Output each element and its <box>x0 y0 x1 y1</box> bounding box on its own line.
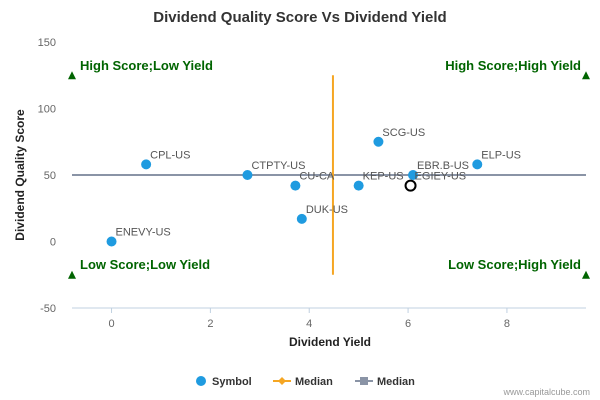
legend-item-symbol[interactable]: Symbol <box>196 376 252 388</box>
highlight-point[interactable] <box>404 179 417 192</box>
median-lines <box>72 75 586 275</box>
quadrant-label-top-left: High Score;Low Yield <box>80 58 213 73</box>
axes: 0 2 4 6 8 -50 0 50 100 150 <box>38 37 586 330</box>
data-point-label: EBR.B-US <box>417 160 469 172</box>
legend-symbol-label: Symbol <box>212 376 252 388</box>
x-tick-label: 4 <box>306 318 312 330</box>
legend-item-median-horizontal[interactable]: Median <box>355 376 415 388</box>
legend-median-h-marker <box>360 377 368 385</box>
data-point[interactable] <box>290 180 301 191</box>
data-point[interactable] <box>106 236 117 247</box>
data-point-label: CTPTY-US <box>251 160 305 172</box>
quadrant-marker-icon <box>582 270 590 279</box>
legend: Symbol Median Median <box>196 376 415 388</box>
x-tick-label: 8 <box>504 318 510 330</box>
y-tick-label: 50 <box>44 170 56 182</box>
data-point[interactable] <box>408 170 419 180</box>
x-tick-label: 6 <box>405 318 411 330</box>
chart-title: Dividend Quality Score Vs Dividend Yield <box>153 9 446 26</box>
x-tick-label: 2 <box>207 318 213 330</box>
data-point-label: CPL-US <box>150 149 190 161</box>
quadrant-marker-icon <box>68 270 76 279</box>
data-point[interactable] <box>242 170 253 180</box>
legend-item-median-vertical[interactable]: Median <box>273 376 333 388</box>
y-tick-label: 150 <box>38 37 56 49</box>
highlight-point-label: EGIEY-US <box>415 171 467 183</box>
data-point-label: DUK-US <box>306 204 348 216</box>
legend-symbol-marker <box>196 376 206 386</box>
quadrant-marker-icon <box>582 71 590 80</box>
quadrant-label-top-right: High Score;High Yield <box>445 58 581 73</box>
data-point[interactable] <box>472 159 483 170</box>
quadrant-label-bottom-left: Low Score;Low Yield <box>80 257 210 272</box>
data-point-label: CU-CA <box>299 171 334 183</box>
x-axis-title: Dividend Yield <box>289 335 371 349</box>
data-point-label: KEP-US <box>363 171 404 183</box>
data-point[interactable] <box>141 159 152 170</box>
quadrant-label-bottom-right: Low Score;High Yield <box>448 257 581 272</box>
y-tick-label: 100 <box>38 104 56 116</box>
credit-text: www.capitalcube.com <box>502 387 590 397</box>
data-point[interactable] <box>373 136 384 147</box>
data-point-label: ELP-US <box>481 149 521 161</box>
legend-median-h-label: Median <box>377 376 415 388</box>
y-axis-title: Dividend Quality Score <box>13 109 27 241</box>
legend-median-v-label: Median <box>295 376 333 388</box>
quadrant-markers <box>68 71 590 279</box>
y-tick-label: -50 <box>40 303 56 315</box>
y-tick-label: 0 <box>50 237 56 249</box>
data-point-label: SCG-US <box>382 127 425 139</box>
data-point[interactable] <box>353 180 364 191</box>
data-point-label: ENEVY-US <box>116 227 171 239</box>
quadrant-marker-icon <box>68 71 76 80</box>
data-point[interactable] <box>296 213 307 224</box>
legend-median-v-marker <box>278 377 286 385</box>
x-tick-label: 0 <box>108 318 114 330</box>
